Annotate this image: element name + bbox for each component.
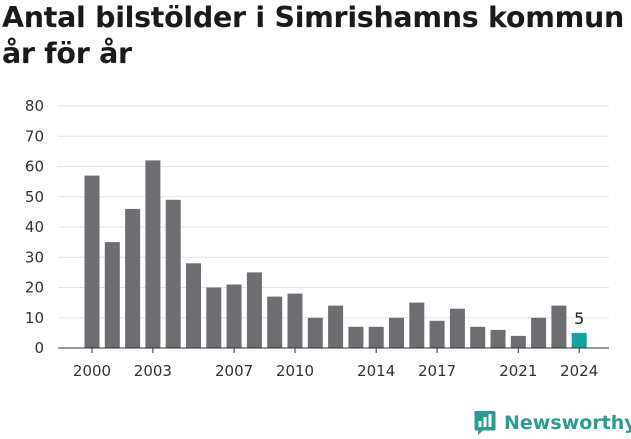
bar-2014 [368,326,384,348]
x-tick-label: 2010 [276,362,314,380]
data-label-2024: 5 [574,309,584,328]
y-tick-label: 50 [25,188,44,206]
y-tick-label: 10 [25,309,44,327]
bar-2012 [328,305,344,348]
bar-2023 [551,305,567,348]
bar-2011 [307,317,323,349]
bar-2020 [490,329,506,348]
bar-2021 [510,335,526,348]
bar-2001 [104,242,120,348]
x-tick-label: 2014 [357,362,395,380]
bar-2016 [409,302,425,348]
bar-2022 [531,317,547,349]
bar-2002 [125,208,141,348]
y-axis-labels: 0 10 20 30 40 50 60 70 80 [25,97,44,357]
x-tick-label: 2021 [499,362,537,380]
y-tick-label: 60 [25,158,44,176]
y-tick-label: 70 [25,127,44,145]
bar-2015 [389,317,404,349]
bar-2013 [348,326,364,348]
brand-logo: Newsworthy [474,407,631,439]
brand-name: Newsworthy [504,412,631,434]
gridlines [58,105,609,319]
bar-2005 [186,263,201,348]
bar-2009 [267,296,283,348]
bar-2017 [429,320,445,348]
y-tick-label: 20 [25,279,44,297]
bar-2006 [206,287,222,348]
y-tick-label: 30 [25,248,44,266]
bar-2000 [84,175,100,348]
bar-2007 [226,284,242,348]
newsworthy-logo-icon [474,411,496,435]
x-tick-label: 2007 [215,362,253,380]
chart-title: Antal bilstölder i Simrishamns kommun år… [2,1,624,70]
x-axis-labels: 2000 2003 2007 2010 2014 2017 2021 2024 [73,348,598,380]
bar-2010 [287,293,303,348]
bars [84,160,587,349]
data-labels: 5 [574,309,584,328]
bar-2008 [246,272,262,348]
y-tick-label: 80 [25,97,44,115]
y-tick-label: 0 [34,339,44,357]
x-tick-label: 2003 [134,362,172,380]
bar-2024 [571,332,587,348]
bar-2018 [449,308,465,348]
bar-2019 [470,326,486,348]
bar-2003 [145,160,161,348]
y-tick-label: 40 [25,218,44,236]
x-tick-label: 2017 [418,362,456,380]
bar-2004 [165,199,181,348]
x-tick-label: 2024 [560,362,598,380]
x-tick-label: 2000 [73,362,111,380]
